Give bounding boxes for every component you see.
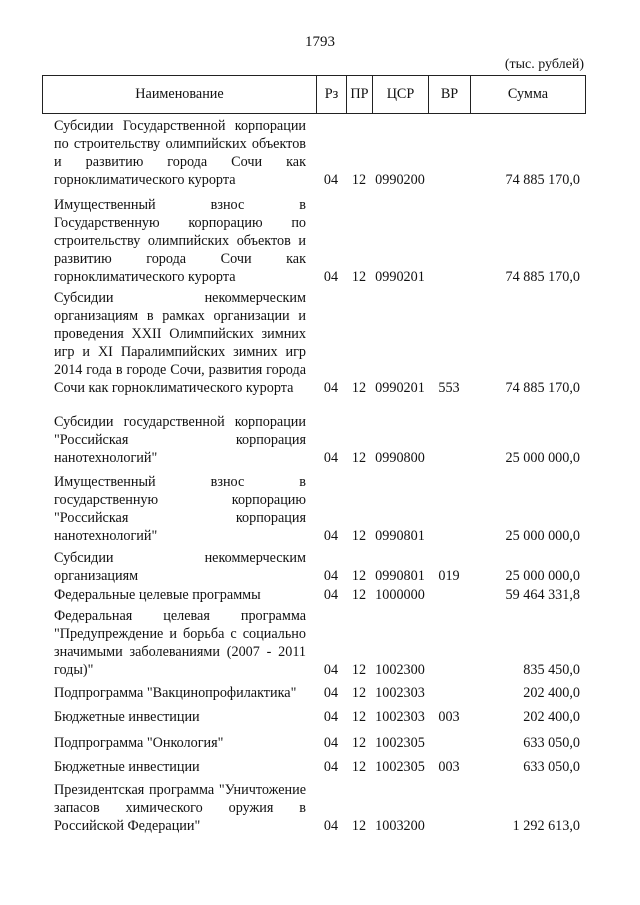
page-number: 1793: [305, 34, 335, 50]
cell-name: Бюджетные инвестиции: [54, 709, 200, 725]
cell-sum: 74 885 170,0: [505, 380, 580, 396]
cell-csr: 0990800: [375, 450, 425, 466]
table-row: Президентская программа "Уничтожение зап…: [42, 781, 586, 835]
cell-sum: 1 292 613,0: [512, 818, 580, 834]
cell-rz: 04: [323, 735, 339, 751]
cell-pr: 12: [351, 587, 367, 603]
cell-name: Субсидии Государственной корпорации по с…: [54, 118, 306, 188]
cell-name: Бюджетные инвестиции: [54, 759, 200, 775]
cell-name: Имущественный взнос в Государственную ко…: [54, 197, 306, 285]
cell-sum: 202 400,0: [523, 709, 580, 725]
cell-sum: 25 000 000,0: [505, 528, 580, 544]
cell-pr: 12: [351, 172, 367, 188]
cell-name: Подпрограмма "Вакцинопрофилактика": [54, 685, 297, 701]
cell-pr: 12: [351, 759, 367, 775]
cell-vr: 003: [438, 759, 460, 775]
cell-name: Федеральные целевые программы: [54, 587, 261, 603]
table-row: Подпрограмма "Онкология" 04 12 1002305 633 0…: [42, 734, 586, 752]
table-row: Имущественный взнос в государственную ко…: [42, 473, 586, 545]
cell-vr: 003: [438, 709, 460, 725]
cell-name: Субсидии некоммерческим организациям: [54, 550, 306, 584]
cell-rz: 04: [323, 269, 339, 285]
cell-sum: 835 450,0: [523, 662, 580, 678]
cell-pr: 12: [351, 685, 367, 701]
cell-pr: 12: [351, 528, 367, 544]
cell-rz: 04: [323, 662, 339, 678]
cell-csr: 1003200: [375, 818, 425, 834]
cell-name: Субсидии некоммерческим организациям в р…: [54, 290, 306, 396]
header-name: Наименование: [43, 76, 317, 113]
table-row: Бюджетные инвестиции 04 12 1002303 003 202 40…: [42, 708, 586, 726]
cell-rz: 04: [323, 450, 339, 466]
cell-vr: 019: [438, 568, 460, 584]
cell-rz: 04: [323, 528, 339, 544]
cell-rz: 04: [323, 709, 339, 725]
cell-sum: 25 000 000,0: [505, 450, 580, 466]
cell-pr: 12: [351, 450, 367, 466]
header-pr: ПР: [347, 76, 373, 113]
cell-csr: 1002303: [375, 709, 425, 725]
header-vr: ВР: [429, 76, 471, 113]
table-row: Бюджетные инвестиции 04 12 1002305 003 633 05…: [42, 758, 586, 776]
table-row: Субсидии некоммерческим организациям в р…: [42, 289, 586, 397]
cell-rz: 04: [323, 172, 339, 188]
cell-pr: 12: [351, 269, 367, 285]
cell-pr: 12: [351, 709, 367, 725]
cell-rz: 04: [323, 818, 339, 834]
table-row: Федеральная целевая программа "Предупреж…: [42, 607, 586, 679]
cell-sum: 633 050,0: [523, 759, 580, 775]
cell-pr: 12: [351, 735, 367, 751]
cell-sum: 25 000 000,0: [505, 568, 580, 584]
cell-pr: 12: [351, 662, 367, 678]
cell-rz: 04: [323, 759, 339, 775]
table-row: Субсидии некоммерческим организациям 04 12…: [42, 549, 586, 585]
cell-csr: 0990201: [375, 269, 425, 285]
cell-sum: 74 885 170,0: [505, 269, 580, 285]
units-label: (тыс. рублей): [504, 57, 584, 72]
cell-csr: 1000000: [375, 587, 425, 603]
cell-pr: 12: [351, 818, 367, 834]
cell-csr: 0990801: [375, 568, 425, 584]
cell-sum: 74 885 170,0: [505, 172, 580, 188]
cell-csr: 1002303: [375, 685, 425, 701]
header-rz: Рз: [317, 76, 347, 113]
cell-name: Подпрограмма "Онкология": [54, 735, 224, 751]
table-row: Подпрограмма "Вакцинопрофилактика" 04 12 10…: [42, 684, 586, 702]
cell-csr: 0990201: [375, 380, 425, 396]
header-sum: Сумма: [507, 86, 549, 102]
cell-sum: 59 464 331,8: [505, 587, 580, 603]
cell-pr: 12: [351, 380, 367, 396]
cell-name: Субсидии государственной корпорации "Рос…: [54, 414, 306, 466]
cell-sum: 633 050,0: [523, 735, 580, 751]
table-row: Федеральные целевые программы 04 12 1000000…: [42, 586, 586, 604]
cell-sum: 202 400,0: [523, 685, 580, 701]
cell-csr: 0990200: [375, 172, 425, 188]
cell-csr: 1002300: [375, 662, 425, 678]
table-row: Субсидии государственной корпорации "Рос…: [42, 413, 586, 467]
cell-rz: 04: [323, 685, 339, 701]
cell-pr: 12: [351, 568, 367, 584]
cell-rz: 04: [323, 380, 339, 396]
cell-name: Президентская программа "Уничтожение зап…: [54, 782, 306, 834]
cell-csr: 0990801: [375, 528, 425, 544]
header-csr: ЦСР: [373, 76, 429, 113]
table-row: Субсидии Государственной корпорации по с…: [42, 117, 586, 189]
cell-name: Федеральная целевая программа "Предупреж…: [54, 608, 306, 678]
cell-csr: 1002305: [375, 759, 425, 775]
cell-rz: 04: [323, 587, 339, 603]
cell-rz: 04: [323, 568, 339, 584]
cell-name: Имущественный взнос в государственную ко…: [54, 474, 306, 544]
cell-csr: 1002305: [375, 735, 425, 751]
cell-vr: 553: [438, 380, 460, 396]
table-row: Имущественный взнос в Государственную ко…: [42, 196, 586, 286]
table-header: Наименование Рз ПР ЦСР ВР Сумма: [42, 75, 586, 114]
